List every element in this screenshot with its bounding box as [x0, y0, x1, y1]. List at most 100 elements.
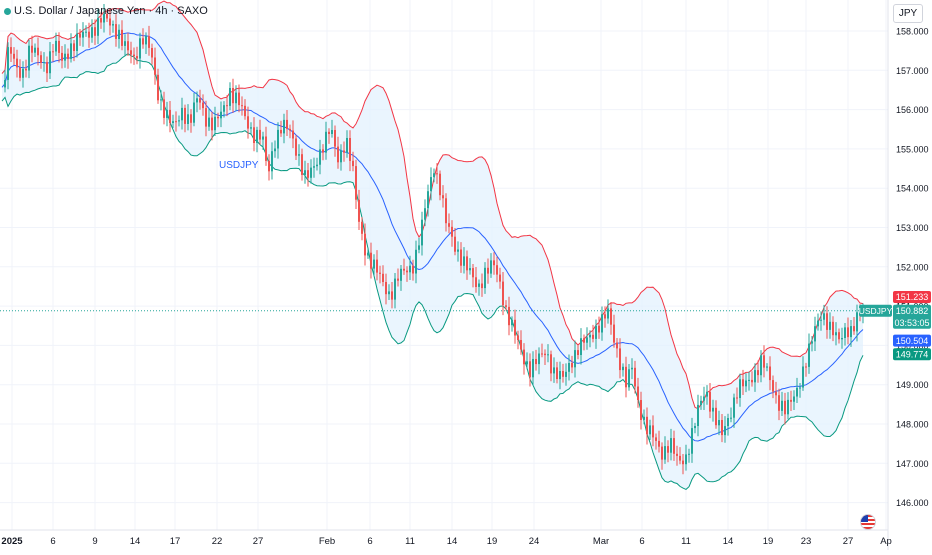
candle-body — [274, 148, 276, 152]
candle-body — [385, 282, 387, 295]
lower-band-tag: 149.774 — [896, 350, 929, 360]
candle-body — [145, 36, 147, 45]
candle-body — [562, 371, 564, 377]
time-axis[interactable]: 2025 6 9 14 17 22 27 Feb 6 11 14 19 24 Mar 6 11 14 19 23 27… — [1, 536, 891, 547]
candle-body — [418, 245, 420, 250]
candle-body — [301, 154, 303, 175]
time-tick-label: 19 — [487, 536, 498, 547]
candle-body — [682, 460, 684, 465]
price-tick-label: 157.000 — [896, 66, 929, 76]
candle-body — [235, 92, 237, 104]
candle-body — [715, 407, 717, 426]
candle-body — [823, 313, 825, 320]
time-tick-label: 6 — [639, 536, 644, 547]
candle-body — [700, 400, 702, 405]
candle-body — [199, 98, 201, 103]
candle-body — [433, 173, 435, 178]
symbol-title[interactable]: U.S. Dollar / Japanese Yen · 4h · SAXO — [4, 5, 208, 17]
candle-body — [829, 321, 831, 330]
candle-body — [778, 395, 780, 411]
currency-button[interactable]: JPY — [893, 4, 923, 23]
candle-body — [622, 366, 624, 371]
candle-body — [130, 50, 132, 55]
candle-body — [319, 149, 321, 165]
candle-body — [640, 400, 642, 420]
candle-body — [625, 366, 627, 388]
candle-body — [781, 400, 783, 411]
time-tick-label: 11 — [405, 536, 415, 547]
candle-body — [247, 116, 249, 129]
candle-body — [607, 308, 609, 319]
candle-body — [178, 120, 180, 122]
candle-body — [286, 119, 288, 129]
candle-body — [361, 221, 363, 234]
candle-body — [133, 54, 135, 57]
series-label: USDJPY — [219, 160, 259, 171]
candle-body — [364, 233, 366, 256]
candle-body — [787, 399, 789, 415]
candle-body — [70, 43, 72, 59]
candle-body — [16, 58, 18, 68]
candle-body — [568, 363, 570, 372]
candle-body — [826, 313, 828, 330]
candle-body — [310, 167, 312, 178]
candle-body — [238, 92, 240, 106]
bollinger-upper-band — [1, 0, 864, 410]
candle-body — [724, 426, 726, 436]
candle-body — [97, 18, 99, 36]
candle-body — [544, 353, 546, 356]
candle-body — [103, 13, 105, 23]
candle-body — [652, 425, 654, 438]
candle-body — [88, 31, 90, 38]
price-tick-label: 153.000 — [896, 223, 929, 233]
candle-body — [181, 107, 183, 121]
candle-body — [466, 256, 468, 271]
candle-body — [598, 325, 600, 333]
candle-body — [175, 121, 177, 123]
candle-body — [31, 45, 33, 53]
candle-body — [139, 38, 141, 59]
candle-body — [502, 281, 504, 306]
candle-body — [688, 453, 690, 455]
candle-body — [46, 62, 48, 74]
candle-body — [241, 105, 243, 107]
candle-body — [268, 160, 270, 172]
candle-body — [856, 312, 858, 332]
middle-band-tag-bg — [893, 334, 931, 347]
time-tick-label: 23 — [801, 536, 812, 547]
candle-body — [592, 334, 594, 339]
time-tick-label: 17 — [170, 536, 181, 547]
candle-body — [571, 363, 573, 368]
candle-body — [409, 265, 411, 273]
candle-body — [760, 355, 762, 376]
candle-body — [148, 36, 150, 48]
candle-body — [55, 40, 57, 52]
candle-body — [73, 43, 75, 51]
candle-body — [91, 27, 93, 38]
candle-body — [706, 391, 708, 397]
candle-body — [454, 236, 456, 252]
time-tick-label: 9 — [92, 536, 97, 547]
candle-body — [226, 105, 228, 107]
candle-body — [220, 111, 222, 119]
candle-body — [835, 332, 837, 336]
candle-body — [811, 341, 813, 344]
candle-body — [346, 138, 348, 153]
time-tick-label: 22 — [212, 536, 223, 547]
price-axis[interactable]: 158.000 157.000 156.000 155.000 154.000 153.0… — [896, 27, 929, 509]
candle-body — [496, 265, 498, 275]
candle-body — [490, 260, 492, 274]
candle-body — [667, 446, 669, 453]
candle-body — [58, 40, 60, 53]
candle-body — [217, 116, 219, 119]
candle-body — [109, 18, 111, 26]
candle-body — [469, 268, 471, 271]
price-tick-label: 147.000 — [896, 459, 929, 469]
candle-body — [730, 417, 732, 419]
candle-body — [328, 131, 330, 134]
candle-body — [526, 361, 528, 365]
candle-body — [694, 426, 696, 429]
candle-body — [10, 47, 12, 54]
